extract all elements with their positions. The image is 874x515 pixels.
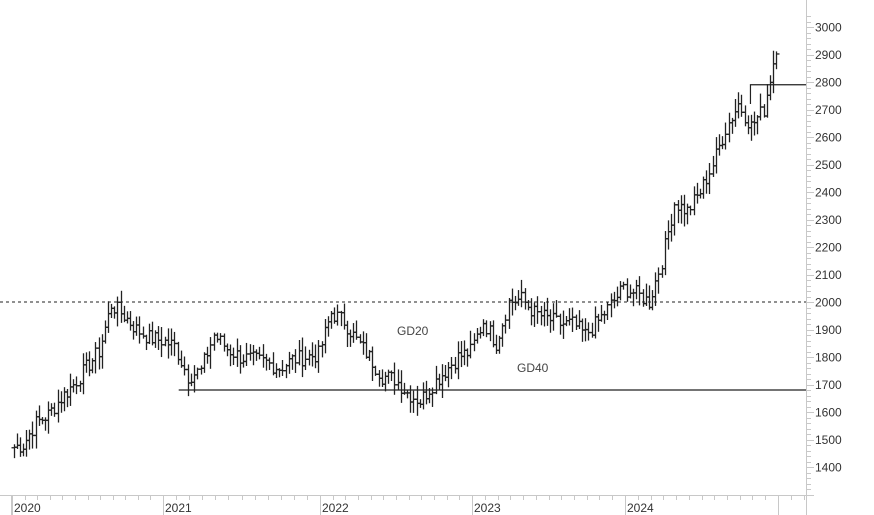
gd20-label: GD20	[397, 324, 429, 338]
y-tick-label: 2600	[815, 131, 842, 145]
y-tick-label: 3000	[815, 21, 842, 35]
y-tick-label: 1400	[815, 461, 842, 475]
y-tick-label: 1800	[815, 351, 842, 365]
x-tick-label: 2024	[627, 501, 654, 515]
x-tick-label: 2023	[474, 501, 501, 515]
y-tick-label: 1600	[815, 406, 842, 420]
y-tick-label: 2800	[815, 76, 842, 90]
y-tick-label: 2000	[815, 296, 842, 310]
y-tick-label: 2200	[815, 241, 842, 255]
x-tick-label: 2022	[322, 501, 349, 515]
y-tick-label: 1900	[815, 323, 842, 337]
x-axis: 2020 2021 2022 2023 2024	[0, 495, 806, 515]
y-tick-label: 1500	[815, 433, 842, 447]
y-tick-label: 2300	[815, 213, 842, 227]
x-tick-label: 2020	[14, 501, 41, 515]
y-tick-label: 2700	[815, 103, 842, 117]
y-tick-label: 1700	[815, 378, 842, 392]
y-tick-label: 2500	[815, 158, 842, 172]
y-tick-label: 2400	[815, 186, 842, 200]
gd40-label: GD40	[517, 361, 549, 375]
y-tick-label: 2900	[815, 48, 842, 62]
x-tick-label: 2021	[165, 501, 192, 515]
y-axis: 3000 2900 2800 2700 2600 2500 2400 2300 2200 2100…	[806, 0, 842, 515]
breakout-line	[749, 84, 806, 104]
y-tick-label: 2100	[815, 268, 842, 282]
plot-area	[0, 50, 806, 459]
